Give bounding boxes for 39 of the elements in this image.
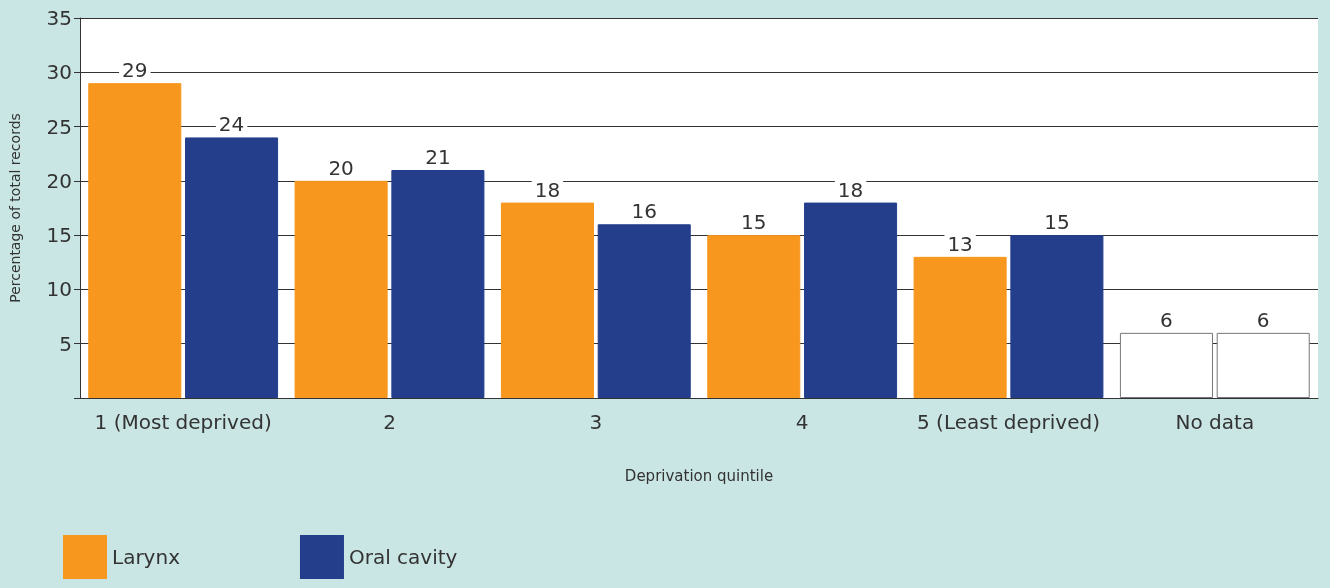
bar	[185, 137, 279, 398]
x-tick-label: 4	[795, 410, 809, 434]
x-tick-label: 2	[383, 410, 396, 434]
bar	[391, 170, 485, 398]
data-label: 18	[534, 177, 561, 202]
legend-label: Larynx	[112, 545, 181, 569]
data-label: 15	[741, 210, 767, 235]
y-tick-label: 15	[46, 223, 72, 248]
data-label: 15	[1044, 210, 1070, 235]
y-tick-label: 30	[46, 60, 72, 85]
bar	[707, 235, 801, 398]
bar	[1010, 235, 1104, 398]
data-label: 18	[837, 177, 864, 202]
bar	[597, 224, 691, 398]
y-tick-label: 20	[46, 168, 72, 193]
x-tick-label: 3	[589, 410, 603, 434]
x-axis-title: Deprivation quintile	[624, 466, 774, 485]
y-tick-label: 25	[46, 114, 72, 139]
x-tick-label: 5 (Least deprived)	[917, 410, 1100, 434]
data-label: 6	[1160, 307, 1173, 332]
data-label: 20	[328, 155, 354, 180]
y-tick-label: 5	[59, 331, 72, 356]
bar	[913, 256, 1007, 398]
bar	[500, 202, 594, 398]
data-label: 24	[218, 112, 245, 137]
data-label: 21	[425, 145, 451, 169]
bar	[88, 83, 182, 398]
y-tick-label: 10	[46, 277, 72, 302]
data-label: 16	[631, 199, 657, 224]
legend-label: Oral cavity	[348, 545, 458, 569]
bar	[804, 202, 898, 398]
bar	[294, 180, 388, 398]
x-tick-label: No data	[1175, 410, 1255, 434]
x-tick-label: 1 (Most deprived)	[94, 410, 272, 434]
data-label: 13	[947, 231, 973, 256]
data-label: 29	[122, 58, 148, 83]
data-label: 6	[1256, 307, 1270, 332]
y-tick-label: 35	[46, 6, 72, 30]
y-axis-title: Percentage of total records	[7, 113, 23, 303]
